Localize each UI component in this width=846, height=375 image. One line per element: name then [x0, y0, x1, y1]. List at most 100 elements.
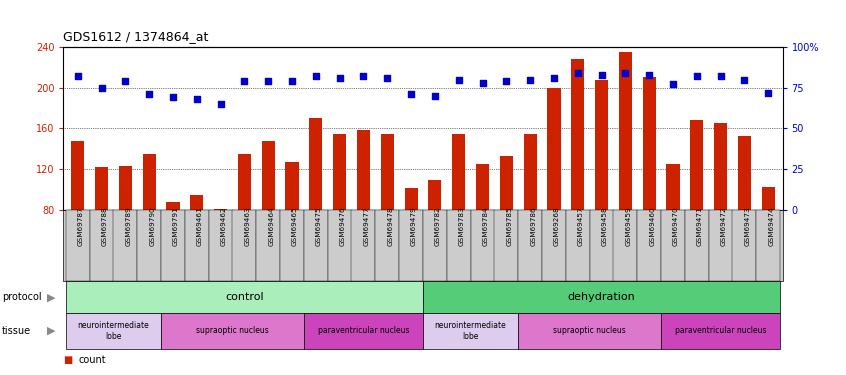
Bar [738, 136, 751, 210]
Text: GSM69791: GSM69791 [173, 206, 179, 246]
Bar [333, 134, 346, 210]
Text: GSM69785: GSM69785 [507, 206, 513, 246]
Bar [595, 80, 608, 210]
Text: GSM69465: GSM69465 [292, 206, 298, 246]
Text: GSM69783: GSM69783 [459, 206, 464, 246]
Text: GSM69476: GSM69476 [339, 206, 346, 246]
Point [714, 73, 728, 79]
Bar [476, 164, 489, 210]
Point [238, 78, 251, 84]
Bar [714, 123, 728, 210]
Text: GSM69479: GSM69479 [411, 206, 417, 246]
Point [595, 72, 608, 78]
Bar [214, 209, 228, 210]
Text: GDS1612 / 1374864_at: GDS1612 / 1374864_at [63, 30, 209, 43]
Text: GSM69464: GSM69464 [268, 206, 274, 246]
Point [475, 80, 489, 86]
Point [690, 73, 704, 79]
Point [142, 91, 156, 97]
Bar [428, 180, 442, 210]
Point [547, 75, 561, 81]
Text: GSM69474: GSM69474 [768, 206, 774, 246]
Point [571, 70, 585, 76]
Text: GSM69478: GSM69478 [387, 206, 393, 246]
Text: GSM69458: GSM69458 [602, 206, 607, 246]
Bar [357, 130, 370, 210]
Bar [167, 202, 179, 210]
Text: GSM69460: GSM69460 [649, 206, 655, 246]
Point [285, 78, 299, 84]
Point [381, 75, 394, 81]
Bar [618, 52, 632, 210]
Text: GSM69472: GSM69472 [721, 206, 727, 246]
Point [95, 85, 108, 91]
Point [118, 78, 132, 84]
Point [214, 101, 228, 107]
Bar [667, 164, 679, 210]
Point [642, 72, 656, 78]
Bar [500, 156, 513, 210]
Bar [381, 134, 394, 210]
Bar [404, 188, 418, 210]
Text: GSM69471: GSM69471 [697, 206, 703, 246]
Bar [95, 167, 108, 210]
Bar [524, 134, 536, 210]
Point [738, 76, 751, 82]
Text: GSM69475: GSM69475 [316, 206, 321, 246]
Bar [310, 118, 322, 210]
Text: GSM69462: GSM69462 [221, 206, 227, 246]
Point [761, 90, 775, 96]
Bar [571, 59, 585, 210]
Text: ■: ■ [63, 355, 73, 365]
Text: GSM69457: GSM69457 [578, 206, 584, 246]
Point [261, 78, 275, 84]
Text: dehydration: dehydration [568, 292, 635, 302]
Bar [143, 154, 156, 210]
Point [357, 73, 371, 79]
Point [190, 96, 204, 102]
Text: GSM69784: GSM69784 [482, 206, 488, 246]
Point [500, 78, 514, 84]
Text: GSM69787: GSM69787 [78, 206, 84, 246]
Text: GSM69790: GSM69790 [149, 206, 155, 246]
Bar [643, 78, 656, 210]
Bar [190, 195, 203, 210]
Bar [118, 166, 132, 210]
Text: GSM69782: GSM69782 [435, 206, 441, 246]
Text: tissue: tissue [2, 326, 30, 336]
Point [332, 75, 346, 81]
Text: GSM69268: GSM69268 [554, 206, 560, 246]
Text: GSM69789: GSM69789 [125, 206, 131, 246]
Text: GSM69788: GSM69788 [102, 206, 107, 246]
Point [667, 81, 680, 87]
Text: supraoptic nucleus: supraoptic nucleus [553, 326, 626, 336]
Bar [547, 88, 561, 210]
Text: GSM69473: GSM69473 [744, 206, 750, 246]
Point [524, 76, 537, 82]
Point [71, 73, 85, 79]
Point [452, 76, 465, 82]
Bar [261, 141, 275, 210]
Text: GSM69459: GSM69459 [625, 206, 631, 246]
Point [428, 93, 442, 99]
Point [166, 94, 179, 100]
Text: GSM69463: GSM69463 [244, 206, 250, 246]
Bar [452, 134, 465, 210]
Text: count: count [79, 355, 107, 365]
Text: control: control [225, 292, 264, 302]
Text: ▶: ▶ [47, 292, 56, 302]
Point [404, 91, 418, 97]
Bar [71, 141, 85, 210]
Point [309, 73, 322, 79]
Point [618, 70, 632, 76]
Text: neurointermediate
lobe: neurointermediate lobe [78, 321, 150, 340]
Text: GSM69477: GSM69477 [364, 206, 370, 246]
Bar [690, 120, 703, 210]
Text: supraoptic nucleus: supraoptic nucleus [196, 326, 269, 336]
Text: GSM69470: GSM69470 [673, 206, 679, 246]
Text: ▶: ▶ [47, 326, 56, 336]
Text: GSM69461: GSM69461 [197, 206, 203, 246]
Text: paraventricular nucleus: paraventricular nucleus [675, 326, 766, 336]
Bar [238, 154, 251, 210]
Text: paraventricular nucleus: paraventricular nucleus [318, 326, 409, 336]
